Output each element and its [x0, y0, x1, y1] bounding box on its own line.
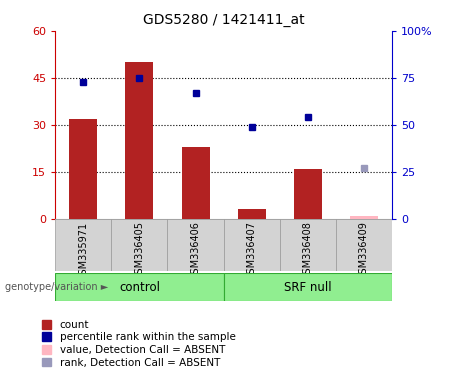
Text: GSM335971: GSM335971: [78, 222, 89, 281]
Text: GSM336406: GSM336406: [190, 222, 201, 280]
Title: GDS5280 / 1421411_at: GDS5280 / 1421411_at: [143, 13, 304, 27]
FancyBboxPatch shape: [224, 273, 392, 301]
Text: GSM336408: GSM336408: [303, 222, 313, 280]
FancyBboxPatch shape: [55, 219, 112, 271]
FancyBboxPatch shape: [336, 219, 392, 271]
Bar: [69, 119, 97, 219]
FancyBboxPatch shape: [224, 219, 280, 271]
Text: genotype/variation ►: genotype/variation ►: [5, 282, 108, 292]
FancyBboxPatch shape: [55, 273, 224, 301]
Text: SRF null: SRF null: [284, 281, 331, 293]
Bar: [182, 147, 210, 219]
Bar: [294, 169, 322, 219]
FancyBboxPatch shape: [112, 219, 167, 271]
FancyBboxPatch shape: [280, 219, 336, 271]
Text: GSM336405: GSM336405: [135, 222, 144, 280]
Text: GSM336409: GSM336409: [359, 222, 369, 280]
Text: control: control: [119, 281, 160, 293]
Bar: [350, 216, 378, 219]
Bar: [237, 210, 266, 219]
Text: GSM336407: GSM336407: [247, 222, 257, 280]
Bar: [125, 62, 154, 219]
FancyBboxPatch shape: [167, 219, 224, 271]
Legend: count, percentile rank within the sample, value, Detection Call = ABSENT, rank, : count, percentile rank within the sample…: [42, 320, 236, 367]
